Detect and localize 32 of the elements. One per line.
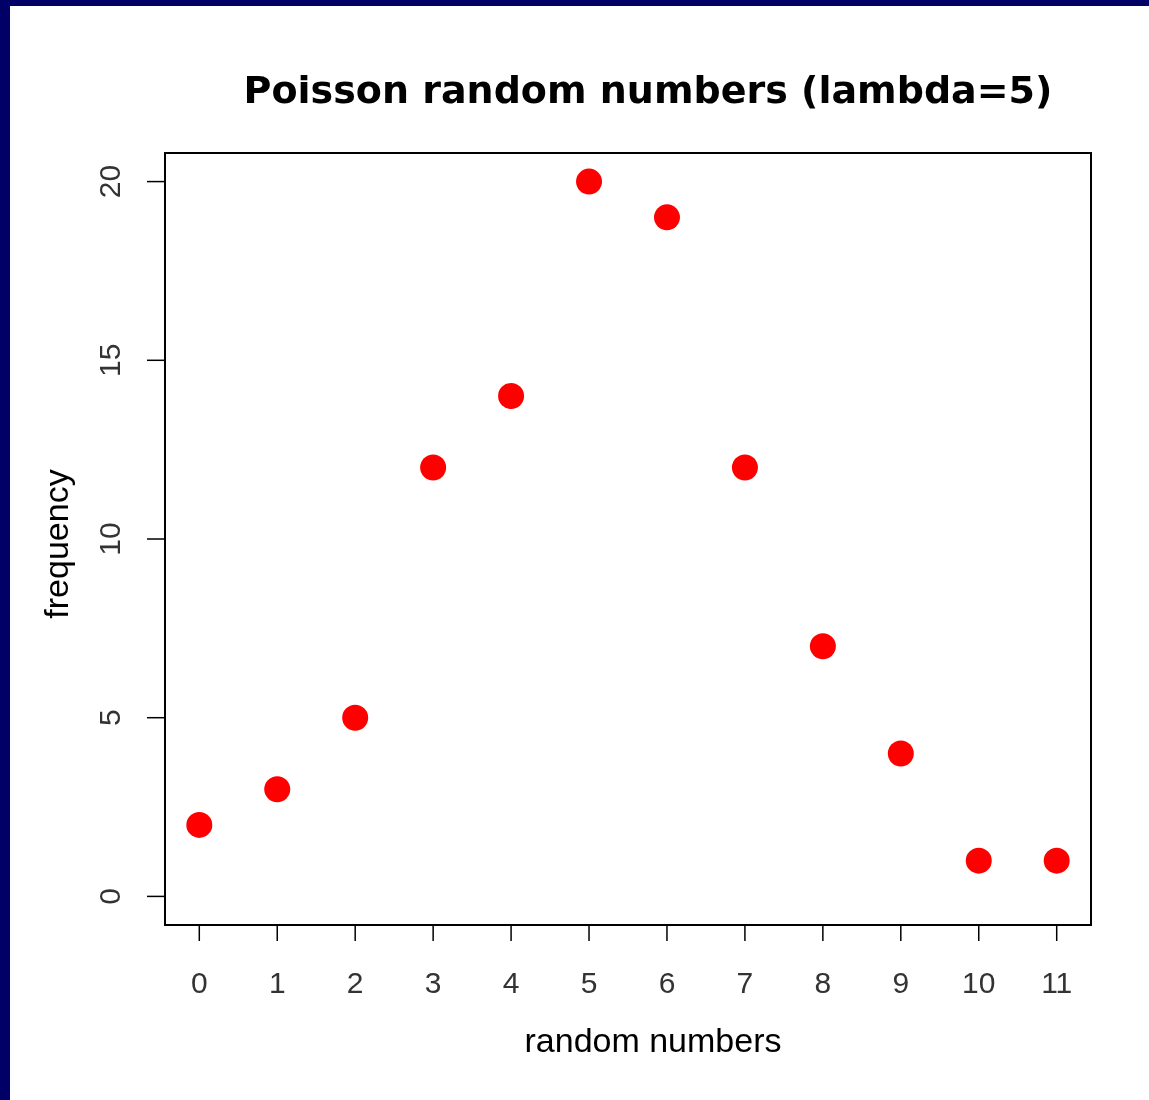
x-tick-label: 9 — [892, 966, 910, 999]
x-tick-label: 4 — [502, 966, 520, 999]
y-tick-label: 15 — [93, 343, 126, 377]
x-tick-label: 1 — [268, 966, 286, 999]
point — [420, 454, 447, 481]
y-tick-label: 0 — [93, 888, 126, 905]
point — [887, 740, 914, 767]
point — [186, 811, 213, 838]
x-tick-label: 2 — [346, 966, 364, 999]
y-axis-title: frequency — [37, 469, 75, 619]
point — [264, 776, 291, 803]
x-tick-label: 11 — [1041, 966, 1073, 999]
y-tick-label: 20 — [93, 164, 126, 199]
y-tick-label: 10 — [93, 522, 126, 556]
point — [1043, 847, 1070, 874]
x-tick-label: 5 — [580, 966, 598, 999]
point — [731, 454, 758, 481]
chart-title: Poisson random numbers (lambda=5) — [243, 68, 1053, 112]
point — [653, 204, 680, 231]
x-tick-label: 0 — [190, 966, 208, 999]
x-tick-label: 8 — [814, 966, 832, 999]
point — [498, 383, 525, 410]
point — [965, 847, 992, 874]
x-tick-label: 6 — [658, 966, 676, 999]
x-axis-title: random numbers — [524, 1021, 782, 1059]
x-tick-label: 7 — [736, 966, 754, 999]
point — [342, 704, 369, 731]
y-tick-label: 5 — [93, 709, 126, 727]
x-tick-label: 3 — [424, 966, 442, 999]
point — [576, 168, 603, 195]
x-tick-label: 10 — [962, 966, 996, 999]
point — [809, 633, 836, 660]
